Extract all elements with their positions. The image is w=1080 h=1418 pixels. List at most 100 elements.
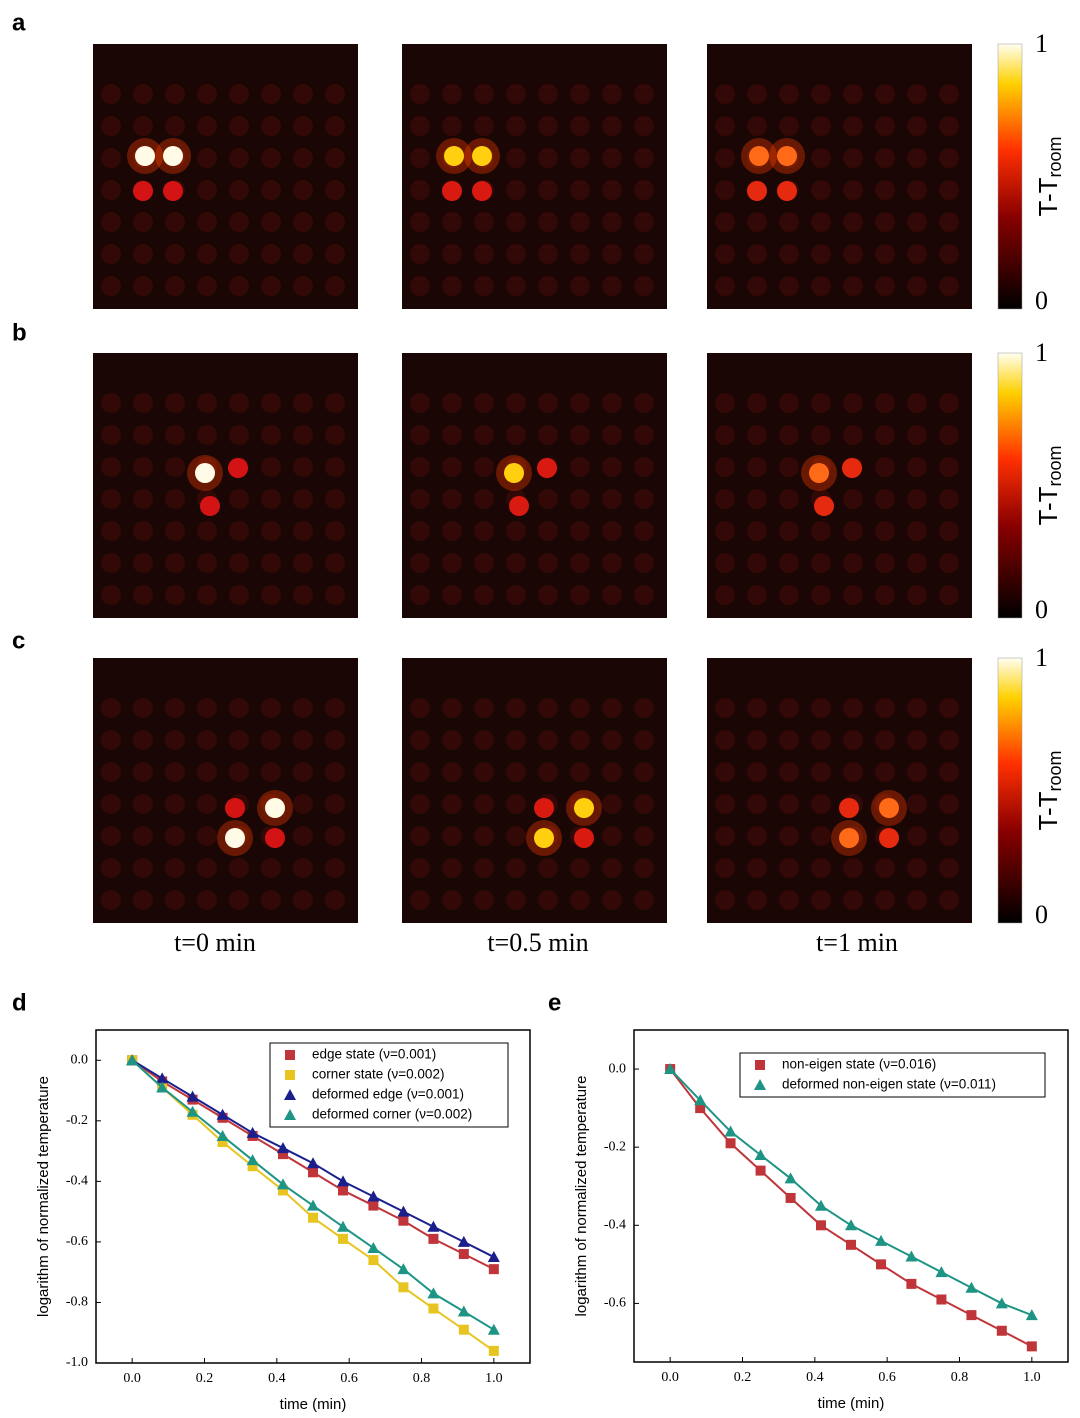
thermal-spot bbox=[715, 180, 735, 200]
thermal-spot bbox=[165, 794, 185, 814]
thermal-spot bbox=[410, 553, 430, 573]
thermal-spot bbox=[875, 276, 895, 296]
thermal-spot bbox=[875, 457, 895, 477]
thermal-spot bbox=[133, 457, 153, 477]
thermal-spot bbox=[325, 730, 345, 750]
y-tick-label: -1.0 bbox=[66, 1355, 88, 1370]
thermal-spot bbox=[907, 585, 927, 605]
colorbar-tick-label: 0 bbox=[1035, 286, 1048, 315]
thermal-spot bbox=[875, 762, 895, 782]
thermal-spot bbox=[907, 276, 927, 296]
x-axis-label: time (min) bbox=[280, 1396, 347, 1413]
thermal-spot bbox=[715, 858, 735, 878]
thermal-spot bbox=[410, 858, 430, 878]
thermal-spot bbox=[570, 489, 590, 509]
thermal-spot bbox=[875, 84, 895, 104]
thermal-spot bbox=[634, 890, 654, 910]
thermal-spot bbox=[200, 496, 220, 516]
thermal-spot bbox=[133, 585, 153, 605]
thermal-spot bbox=[229, 585, 249, 605]
y-tick-label: -0.6 bbox=[66, 1234, 88, 1249]
thermal-spot bbox=[811, 212, 831, 232]
thermal-spot bbox=[811, 762, 831, 782]
thermal-spot bbox=[133, 425, 153, 445]
marker bbox=[875, 1234, 888, 1246]
thermal-spot bbox=[133, 762, 153, 782]
thermal-spot bbox=[197, 826, 217, 846]
thermal-spot bbox=[538, 116, 558, 136]
colorbar-label-sub: room bbox=[1045, 750, 1065, 791]
thermal-spot bbox=[101, 212, 121, 232]
thermal-spot bbox=[939, 890, 959, 910]
thermal-spot bbox=[634, 180, 654, 200]
thermal-spot bbox=[779, 393, 799, 413]
thermal-spot bbox=[875, 425, 895, 445]
marker bbox=[845, 1219, 857, 1231]
thermal-spot bbox=[442, 116, 462, 136]
legend-label: deformed edge (ν=0.001) bbox=[312, 1087, 464, 1102]
thermal-spot bbox=[811, 794, 831, 814]
thermal-spot bbox=[939, 116, 959, 136]
colorbar-tick-label: 1 bbox=[1035, 643, 1048, 672]
colorbar bbox=[997, 352, 1023, 619]
thermal-spot bbox=[634, 521, 654, 541]
thermal-spot bbox=[939, 276, 959, 296]
thermal-spot bbox=[634, 553, 654, 573]
legend-label: non-eigen state (ν=0.016) bbox=[782, 1057, 936, 1072]
thermal-spot bbox=[472, 146, 492, 166]
thermal-spot bbox=[907, 180, 927, 200]
thermal-spot bbox=[197, 180, 217, 200]
marker bbox=[488, 1345, 499, 1356]
y-tick-label: -0.8 bbox=[66, 1295, 88, 1310]
y-axis-label: logarithm of normalized temperature bbox=[573, 1076, 590, 1317]
thermal-spot bbox=[133, 858, 153, 878]
thermal-spot bbox=[261, 148, 281, 168]
marker bbox=[487, 1323, 500, 1335]
thermal-spot bbox=[229, 762, 249, 782]
thermal-spot bbox=[293, 116, 313, 136]
thermal-spot bbox=[293, 425, 313, 445]
marker bbox=[966, 1310, 977, 1321]
time-label: t=0 min bbox=[174, 928, 256, 957]
thermal-spot bbox=[715, 212, 735, 232]
thermal-spot bbox=[229, 521, 249, 541]
marker bbox=[814, 1199, 827, 1211]
thermal-spot bbox=[506, 553, 526, 573]
thermal-spot bbox=[101, 826, 121, 846]
thermal-spot bbox=[634, 794, 654, 814]
thermal-spot bbox=[165, 212, 185, 232]
thermal-spot bbox=[747, 393, 767, 413]
thermal-spot bbox=[474, 890, 494, 910]
marker bbox=[427, 1220, 440, 1232]
legend-label: edge state (ν=0.001) bbox=[312, 1047, 436, 1062]
thermal-spot bbox=[410, 212, 430, 232]
thermal-spot bbox=[101, 457, 121, 477]
thermal-spot bbox=[133, 84, 153, 104]
legend-box bbox=[269, 1042, 509, 1128]
marker bbox=[156, 1081, 169, 1093]
thermal-spot bbox=[197, 116, 217, 136]
thermal-spot bbox=[602, 425, 622, 445]
thermal-spot bbox=[101, 84, 121, 104]
x-tick-label: 0.8 bbox=[413, 1371, 431, 1386]
marker bbox=[368, 1255, 379, 1266]
series-line bbox=[669, 1068, 1033, 1317]
thermal-spot bbox=[197, 730, 217, 750]
thermal-spot bbox=[293, 148, 313, 168]
thermal-spot bbox=[293, 794, 313, 814]
thermal-spot bbox=[474, 457, 494, 477]
thermal-spot bbox=[442, 730, 462, 750]
thermal-spot bbox=[875, 244, 895, 264]
thermal-spot bbox=[602, 858, 622, 878]
thermal-spot bbox=[779, 116, 799, 136]
thermal-spot bbox=[779, 521, 799, 541]
thermal-spot bbox=[843, 148, 863, 168]
thermal-spot bbox=[261, 457, 281, 477]
thermal-spot bbox=[602, 730, 622, 750]
thermal-spot bbox=[506, 425, 526, 445]
thermal-spot bbox=[474, 276, 494, 296]
colorbar-label-main: T-T bbox=[1033, 791, 1063, 830]
thermal-spot bbox=[747, 730, 767, 750]
thermal-spot bbox=[444, 146, 464, 166]
thermal-spot bbox=[325, 116, 345, 136]
